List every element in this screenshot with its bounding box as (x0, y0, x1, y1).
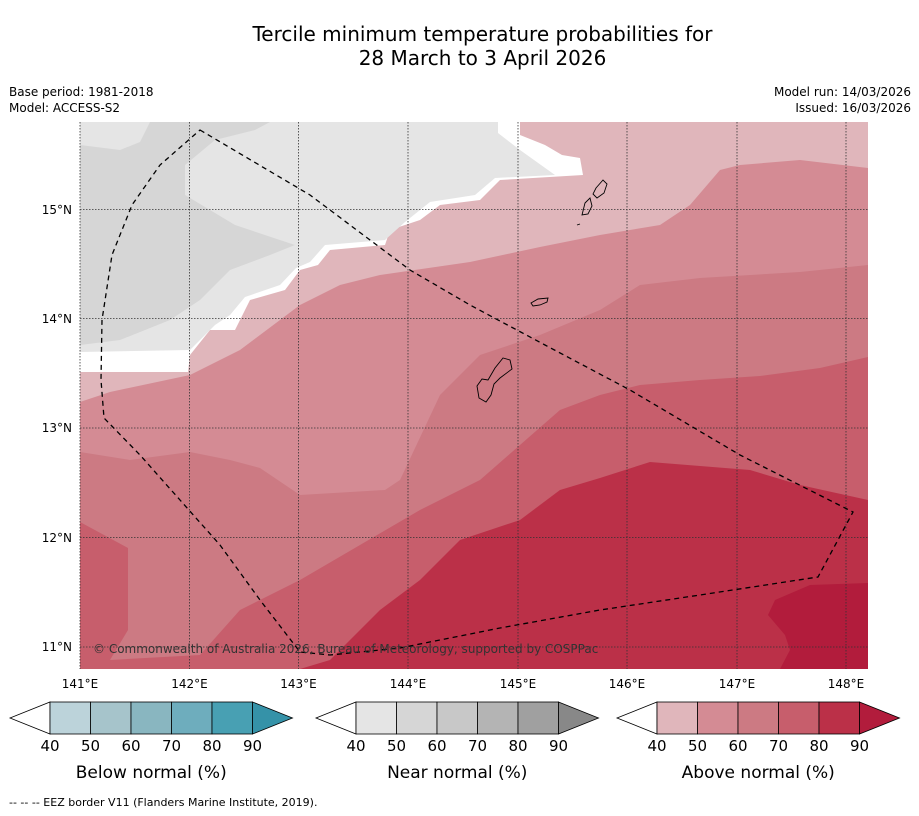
colorbar-segment (436, 701, 478, 735)
colorbar-tick-label: 70 (468, 737, 487, 755)
colorbar-high-extension (558, 701, 600, 735)
metadata-right: Model run: 14/03/2026 Issued: 16/03/2026 (774, 84, 911, 116)
lon-label: 143°E (280, 677, 317, 691)
colorbar-high-extension (252, 701, 294, 735)
colorbar-segment (49, 701, 91, 735)
colorbar-low-extension (8, 701, 51, 735)
longitude-labels: 141°E 142°E 143°E 144°E 145°E 146°E 147°… (62, 677, 865, 691)
issued-date: Issued: 16/03/2026 (795, 101, 911, 115)
rota-island (530, 297, 549, 307)
lon-label: 144°E (390, 677, 427, 691)
colorbar-low-extension (314, 701, 357, 735)
colorbar-tick-label: 40 (647, 737, 666, 755)
saipan-island (592, 179, 608, 199)
lon-label: 145°E (500, 677, 537, 691)
colorbar-segment (90, 701, 132, 735)
colorbar-low-extension (615, 701, 658, 735)
eez-border (100, 129, 854, 656)
colorbar-tick-label: 70 (162, 737, 181, 755)
chart-title: Tercile minimum temperature probabilitie… (0, 22, 919, 70)
map-figure: © Commonwealth of Australia 2026, Bureau… (8, 122, 901, 783)
colorbar-tick-label: 80 (202, 737, 221, 755)
lon-label: 141°E (62, 677, 99, 691)
colorbar-tick-label: 50 (387, 737, 406, 755)
copyright-text: © Commonwealth of Australia 2026, Bureau… (93, 642, 598, 656)
colorbar-segment (697, 701, 739, 735)
lat-label: 12°N (42, 531, 72, 545)
colorbar-segment (355, 701, 397, 735)
colorbar-tick-label: 40 (40, 737, 59, 755)
colorbar-title: Below normal (%) (76, 763, 227, 783)
lat-label: 13°N (42, 421, 72, 435)
lon-label: 142°E (171, 677, 208, 691)
aguijan-island (576, 223, 581, 226)
colorbar-tick-label: 40 (346, 737, 365, 755)
colorbar-tick-label: 60 (427, 737, 446, 755)
colorbar-segment (171, 701, 213, 735)
colorbar-tick-label: 50 (81, 737, 100, 755)
above-80-90-region (300, 462, 868, 669)
title-line-1: Tercile minimum temperature probabilitie… (252, 22, 713, 46)
colorbar-below-normal: 40 50 60 70 80 90 Below normal (%) (8, 701, 294, 783)
colorbar-tick-label: 60 (121, 737, 140, 755)
gridlines (79, 122, 868, 669)
guam-island (476, 357, 513, 403)
model-run: Model run: 14/03/2026 (773, 85, 911, 99)
colorbar-segment (396, 701, 438, 735)
above-90-region (768, 583, 868, 669)
colorbar-tick-label: 70 (769, 737, 788, 755)
latitude-labels: 15°N 14°N 13°N 12°N 11°N (42, 203, 72, 654)
colorbar-segment (517, 701, 559, 735)
colorbar-tick-label: 90 (850, 737, 869, 755)
colorbar-segment (477, 701, 519, 735)
near-50-60-region (80, 122, 295, 345)
near-40-50-patch (80, 122, 150, 150)
lat-label: 15°N (42, 203, 72, 217)
lat-label: 14°N (42, 312, 72, 326)
colorbar-segment (211, 701, 253, 735)
probability-field (80, 122, 868, 669)
metadata-left: Base period: 1981-2018 Model: ACCESS-S2 (9, 84, 154, 116)
colorbar-segment (778, 701, 820, 735)
base-period: Base period: 1981-2018 (9, 85, 154, 99)
colorbar-title: Near normal (%) (387, 763, 527, 783)
colorbar-tick-label: 60 (728, 737, 747, 755)
lon-label: 148°E (828, 677, 865, 691)
title-line-2: 28 March to 3 April 2026 (358, 46, 607, 70)
colorbar-tick-label: 80 (809, 737, 828, 755)
colorbar-title: Above normal (%) (682, 763, 835, 783)
colorbar-tick-label: 50 (688, 737, 707, 755)
colorbar-tick-label: 80 (508, 737, 527, 755)
eez-footnote: -- -- -- EEZ border V11 (Flanders Marine… (9, 796, 318, 809)
lon-label: 147°E (719, 677, 756, 691)
islands (476, 179, 608, 403)
lat-label: 11°N (42, 640, 72, 654)
colorbar-tick-label: 90 (549, 737, 568, 755)
colorbar-segment (737, 701, 779, 735)
colorbar-tick-label: 90 (243, 737, 262, 755)
colorbar-near-normal: 40 50 60 70 80 90 Near normal (%) (314, 701, 600, 783)
colorbar-segment (656, 701, 698, 735)
model-name: Model: ACCESS-S2 (9, 101, 121, 115)
colorbar-high-extension (859, 701, 901, 735)
colorbar-segment (130, 701, 172, 735)
colorbar-segment (818, 701, 860, 735)
tinian-island (581, 197, 593, 216)
colorbar-above-normal: 40 50 60 70 80 90 Above normal (%) (615, 701, 901, 783)
lon-label: 146°E (609, 677, 646, 691)
